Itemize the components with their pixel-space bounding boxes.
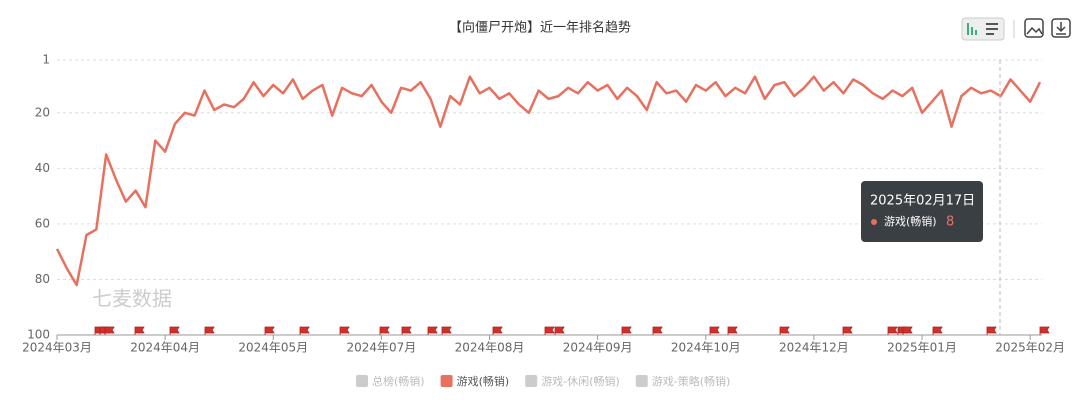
x-tick-label: 2024年09月 xyxy=(563,341,633,355)
event-flag xyxy=(709,326,720,335)
event-flag xyxy=(779,326,790,335)
tooltip-series: 游戏(畅销) xyxy=(884,214,937,228)
event-flag xyxy=(401,326,412,335)
event-flag xyxy=(652,326,663,335)
tooltip-dot xyxy=(871,219,877,225)
y-tick-label: 1 xyxy=(42,53,50,67)
x-tick-label: 2024年10月 xyxy=(671,341,741,355)
event-flag xyxy=(544,326,555,335)
event-flag xyxy=(492,326,503,335)
legend-swatch xyxy=(525,375,538,387)
y-tick-label: 100 xyxy=(27,328,50,342)
x-tick-label: 2024年05月 xyxy=(238,341,308,355)
event-flag xyxy=(169,326,180,335)
event-flag xyxy=(427,326,438,335)
event-flag xyxy=(932,326,943,335)
toolbar[interactable] xyxy=(961,17,1071,41)
legend-label: 游戏-策略(畅销) xyxy=(652,374,731,388)
legend-label: 游戏-休闲(畅销) xyxy=(541,374,620,388)
x-tick-label: 2025年01月 xyxy=(887,341,957,355)
download-glyph xyxy=(1056,22,1066,35)
x-tick-label: 2024年03月 xyxy=(22,341,92,355)
event-flag xyxy=(842,326,853,335)
watermark: 七麦数据 xyxy=(92,287,172,311)
image-glyph xyxy=(1026,26,1043,35)
tooltip: 2025年02月17日 游戏(畅销) 8 xyxy=(861,181,983,242)
event-flag xyxy=(339,326,350,335)
download-icon[interactable] xyxy=(1051,18,1071,38)
event-flag xyxy=(1039,326,1050,335)
bar-icon xyxy=(967,23,977,35)
event-flag xyxy=(299,326,310,335)
event-flag xyxy=(902,326,913,335)
event-flag xyxy=(727,326,738,335)
legend-swatch xyxy=(440,375,453,387)
event-flag xyxy=(554,326,565,335)
tooltip-value: 8 xyxy=(946,215,954,230)
legend-swatch xyxy=(356,375,368,387)
y-tick-label: 40 xyxy=(35,161,50,175)
event-flag xyxy=(264,326,275,335)
y-tick-label: 80 xyxy=(35,272,50,286)
legend-label: 游戏(畅销) xyxy=(457,374,510,388)
event-flag xyxy=(379,326,390,335)
event-flag xyxy=(134,326,145,335)
x-tick-label: 2024年12月 xyxy=(779,341,849,355)
event-flag xyxy=(621,326,632,335)
chart-title: 【向僵尸开炮】近一年排名趋势 xyxy=(449,20,631,36)
tooltip-box xyxy=(861,181,983,242)
tooltip-date: 2025年02月17日 xyxy=(870,194,975,209)
y-tick-label: 20 xyxy=(35,105,50,119)
line-series xyxy=(55,75,1042,287)
event-flag xyxy=(204,326,215,335)
legend-swatch xyxy=(635,375,648,387)
image-icon[interactable] xyxy=(1024,18,1044,38)
legend-label: 总榜(畅销) xyxy=(372,374,425,388)
list-icon xyxy=(986,23,998,35)
x-tick-label: 2024年08月 xyxy=(455,341,525,355)
event-flag xyxy=(986,326,997,335)
x-tick-label: 2024年07月 xyxy=(346,341,416,355)
x-tick-label: 2024年04月 xyxy=(130,341,200,355)
event-flag xyxy=(441,326,452,335)
x-tick-label: 2025年02月 xyxy=(995,341,1065,355)
event-flag xyxy=(887,326,898,335)
y-tick-label: 60 xyxy=(35,216,50,230)
event-flag xyxy=(104,326,115,335)
